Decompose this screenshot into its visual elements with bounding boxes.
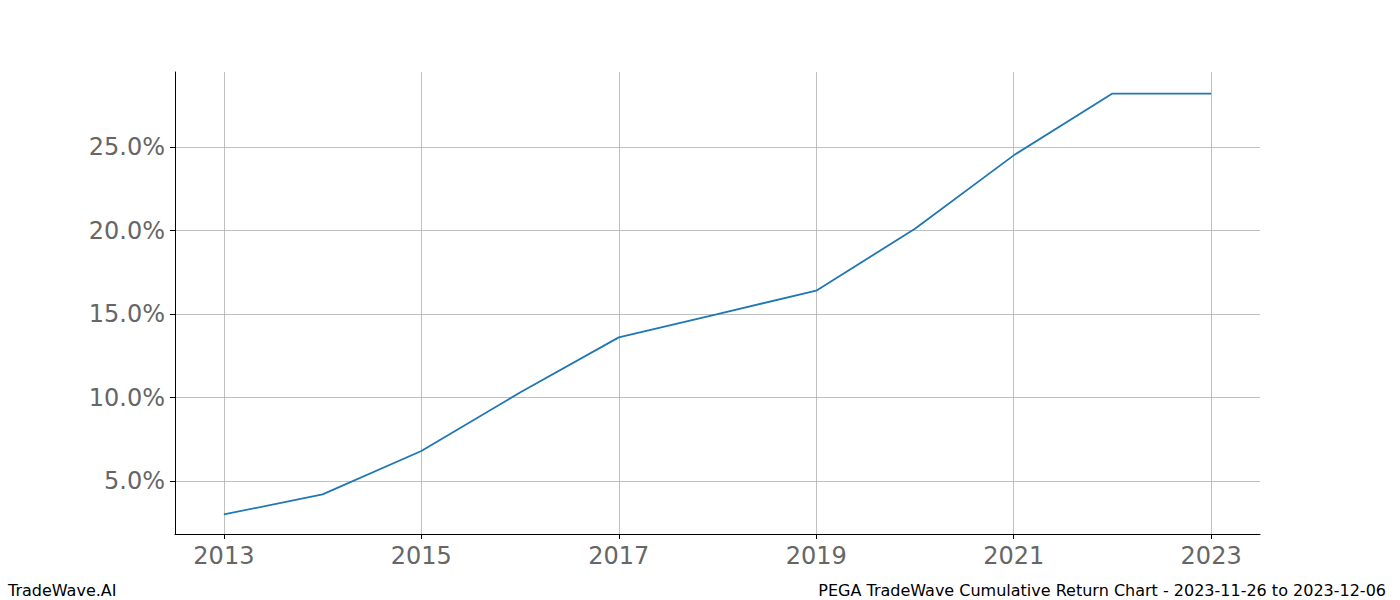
svg-text:15.0%: 15.0% — [89, 300, 165, 328]
svg-text:10.0%: 10.0% — [89, 384, 165, 412]
svg-text:2017: 2017 — [588, 542, 649, 570]
svg-text:25.0%: 25.0% — [89, 133, 165, 161]
svg-text:2015: 2015 — [391, 542, 452, 570]
svg-text:5.0%: 5.0% — [104, 467, 165, 495]
svg-text:TradeWave.AI: TradeWave.AI — [7, 581, 116, 600]
svg-text:2023: 2023 — [1181, 542, 1242, 570]
svg-text:20.0%: 20.0% — [89, 217, 165, 245]
svg-text:2019: 2019 — [786, 542, 847, 570]
svg-text:2021: 2021 — [983, 542, 1044, 570]
svg-text:2013: 2013 — [193, 542, 254, 570]
svg-text:PEGA TradeWave Cumulative Retu: PEGA TradeWave Cumulative Return Chart -… — [818, 581, 1386, 600]
